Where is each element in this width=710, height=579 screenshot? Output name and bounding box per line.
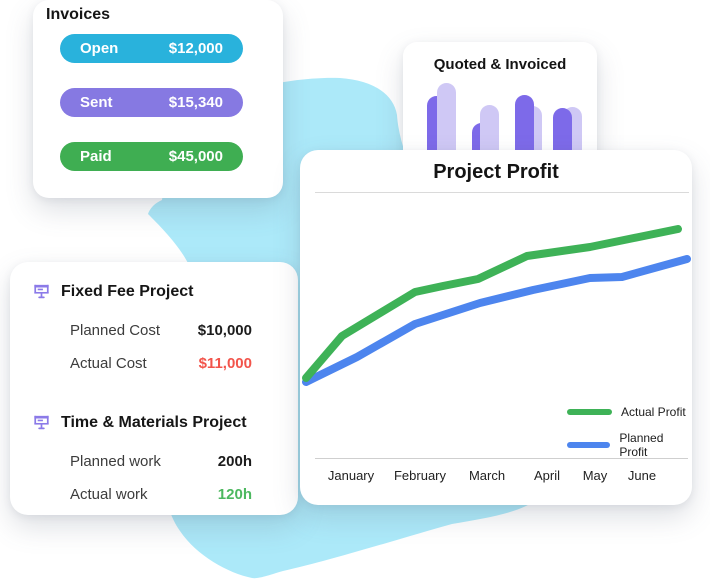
legend-swatch — [567, 442, 611, 448]
presentation-board-icon — [34, 415, 49, 430]
invoice-badge-label: Paid — [80, 148, 112, 165]
projects-summary-card: Fixed Fee Project Planned Cost $10,000 Actu… — [10, 262, 298, 515]
project-stat-row: Planned Cost $10,000 — [70, 322, 252, 339]
invoice-badge-amount: $15,340 — [168, 94, 223, 111]
project-section-header: Fixed Fee Project — [32, 282, 194, 301]
invoice-badge-label: Open — [80, 40, 119, 57]
project-section-title: Time & Materials Project — [61, 413, 247, 431]
project-stat-row: Actual work 120h — [70, 486, 252, 503]
profit-legend: Actual Profit Planned Profit — [567, 405, 692, 459]
legend-label: Planned Profit — [619, 431, 664, 459]
invoice-status-badge: Sent $15,340 — [60, 88, 243, 117]
legend-swatch — [567, 409, 612, 415]
project-stat-row: Actual Cost $11,000 — [70, 355, 252, 372]
x-axis-line — [315, 458, 688, 459]
quoted-bar-light — [437, 83, 456, 172]
x-axis-label: May — [582, 468, 608, 483]
invoice-badge-amount: $12,000 — [168, 40, 223, 57]
x-axis-label: April — [533, 468, 561, 483]
title-divider — [315, 192, 689, 193]
project-stat-label: Actual Cost — [70, 355, 147, 372]
planned-profit-line — [302, 255, 691, 386]
project-stat-value: 200h — [217, 453, 252, 470]
invoice-badge-label: Sent — [80, 94, 113, 111]
profit-line-chart — [302, 225, 691, 386]
invoices-card-title: Invoices — [46, 6, 111, 23]
quoted-invoiced-title: Quoted & Invoiced — [433, 56, 567, 73]
legend-item: Actual Profit — [567, 405, 692, 419]
project-profit-card: Project Profit January February March April… — [300, 150, 692, 505]
invoice-status-badge: Open $12,000 — [60, 34, 243, 63]
presentation-board-icon — [34, 284, 49, 299]
project-stat-label: Planned work — [70, 453, 161, 470]
project-section-title: Fixed Fee Project — [61, 282, 194, 300]
project-stat-row: Planned work 200h — [70, 453, 252, 470]
project-stat-label: Actual work — [70, 486, 148, 503]
x-axis-label: February — [393, 468, 447, 483]
legend-label: Actual Profit — [621, 405, 686, 419]
project-stat-value: 120h — [217, 486, 252, 503]
project-stat-label: Planned Cost — [70, 322, 161, 339]
invoices-card: Invoices Open $12,000 Sent $15,340 Paid $45,0… — [33, 0, 283, 198]
legend-item: Planned Profit — [567, 431, 692, 459]
project-stat-value: $10,000 — [197, 322, 252, 339]
x-axis-label: June — [627, 468, 657, 483]
project-section-header: Time & Materials Project — [32, 413, 247, 432]
invoice-badge-amount: $45,000 — [168, 148, 223, 165]
project-profit-title: Project Profit — [433, 161, 559, 183]
x-axis-label: January — [327, 468, 375, 483]
x-axis-label: March — [468, 468, 506, 483]
actual-profit-line — [302, 225, 682, 382]
project-stat-value: $11,000 — [198, 355, 252, 372]
invoice-status-badge: Paid $45,000 — [60, 142, 243, 171]
